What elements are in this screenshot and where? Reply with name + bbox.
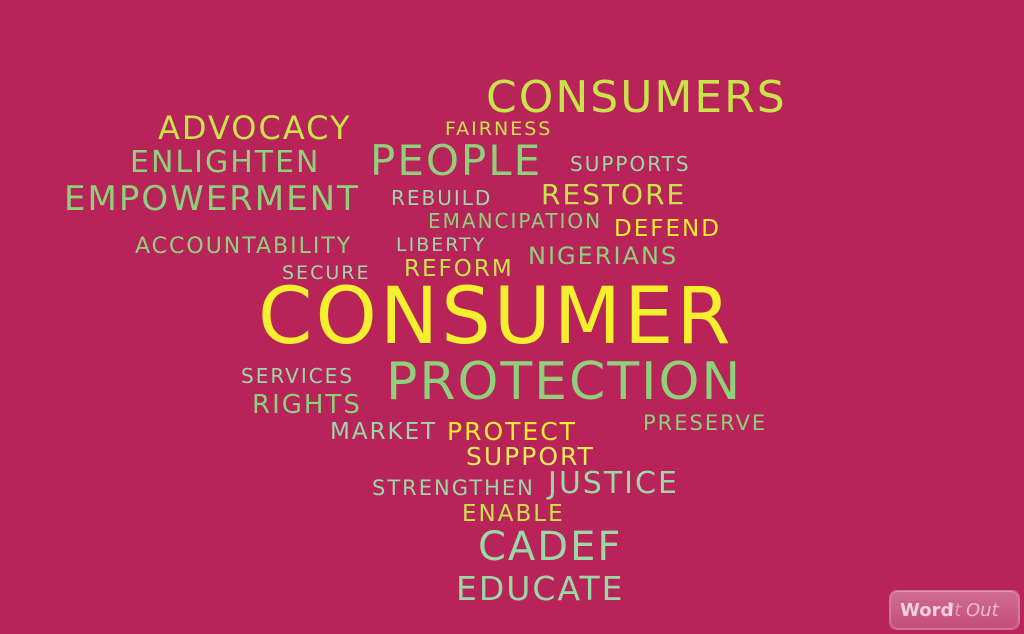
word-enlighten: ENLIGHTEN	[130, 145, 321, 180]
word-market: MARKET	[330, 419, 438, 445]
word-consumers: CONSUMERS	[486, 72, 787, 123]
worditout-logo-icon: Word It Out	[890, 591, 1019, 629]
svg-text:Out: Out	[966, 600, 1000, 621]
word-rights: RIGHTS	[252, 390, 362, 420]
word-cadef: CADEF	[478, 524, 623, 570]
word-support: SUPPORT	[466, 442, 595, 471]
word-preserve: PRESERVE	[643, 411, 768, 435]
word-people: PEOPLE	[370, 136, 543, 185]
word-accountability: ACCOUNTABILITY	[135, 234, 353, 259]
svg-text:Word: Word	[900, 600, 953, 621]
word-strengthen: STRENGTHEN	[372, 476, 535, 500]
word-protection: PROTECTION	[386, 352, 743, 412]
word-enable: ENABLE	[462, 501, 565, 527]
word-empowerment: EMPOWERMENT	[64, 179, 360, 219]
word-secure: SECURE	[282, 262, 371, 284]
word-liberty: LIBERTY	[396, 234, 487, 256]
word-supports: SUPPORTS	[570, 152, 691, 176]
word-educate: EDUCATE	[456, 569, 625, 608]
word-reform: REFORM	[404, 256, 514, 282]
word-consumer: CONSUMER	[258, 272, 734, 362]
word-rebuild: REBUILD	[391, 186, 493, 210]
word-restore: RESTORE	[541, 178, 687, 211]
worditout-logo: Word It Out	[889, 590, 1020, 630]
word-protect: PROTECT	[447, 417, 577, 446]
word-emancipation: EMANCIPATION	[428, 209, 603, 233]
word-justice: JUSTICE	[548, 466, 679, 501]
word-advocacy: ADVOCACY	[158, 109, 352, 147]
word-defend: DEFEND	[614, 216, 721, 242]
word-nigerians: NIGERIANS	[528, 242, 679, 270]
word-services: SERVICES	[241, 364, 355, 388]
word-fairness: FAIRNESS	[445, 118, 553, 140]
svg-text:It: It	[949, 600, 962, 621]
